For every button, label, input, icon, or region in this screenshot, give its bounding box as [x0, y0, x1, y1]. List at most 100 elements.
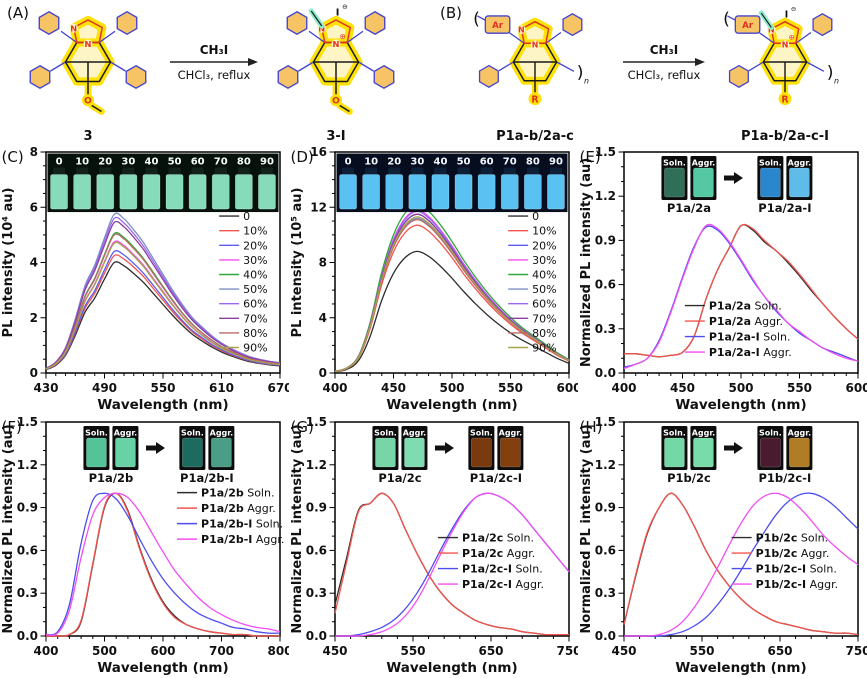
y-tick-label: 0: [319, 366, 327, 380]
x-tick-label: 500: [439, 381, 464, 395]
phenyl-ring: [38, 10, 60, 36]
series-line-p1b-2c-aggr-: [623, 492, 859, 636]
y-tick-label: 1.2: [595, 189, 616, 203]
axes: 430 490 550 610 670 0 2 4 6 8: [30, 145, 289, 395]
legend-label: 20%: [243, 239, 267, 252]
series-group: [45, 212, 281, 371]
legend-label: 0: [532, 210, 539, 223]
y-axis-title: Normalized PL intensity (au): [579, 158, 594, 367]
legend-label: 20%: [532, 239, 556, 252]
o-atom: O: [332, 96, 340, 106]
vial-liquid: [50, 174, 68, 210]
product-structure: NNI⊖⊕O: [277, 3, 395, 115]
charts-row-2: 400 500 600 700 800 0.0 0.3 0.6 0.9 1.2 1.5 Wavelen…: [0, 415, 867, 678]
photo-strip-inset: 0 10 20 30 40 50 60 70 80 90: [47, 153, 279, 213]
panel-letter: (E): [580, 148, 601, 166]
atom-halo: [83, 39, 93, 49]
y-tick-label: 0.9: [17, 501, 38, 515]
x-tick-label: 550: [400, 644, 425, 658]
series-line-90-: [45, 241, 281, 370]
vial-liquid: [664, 437, 685, 468]
series-line-p1a-2b-aggr-: [45, 492, 280, 637]
n-atom: N: [532, 41, 539, 50]
ar-group: [734, 15, 761, 34]
iodide-counterion: I: [785, 9, 788, 20]
polymer-bracket-open: (: [473, 10, 480, 30]
scheme-panel-b: (B) Ar() n N N R Ar() n N N I ⊖ ⊕ R CH₃I CHCl₃, reflux…: [433, 0, 867, 145]
reagent-label: CH₃I: [650, 43, 679, 57]
minus-charge-icon: ⊖: [791, 5, 796, 13]
y-tick-label: 1.5: [17, 415, 38, 429]
legend-label: 80%: [243, 327, 267, 340]
y-tick-label: 1.2: [306, 458, 327, 472]
aryl-bond: [795, 31, 812, 44]
iodide-counterion: I: [336, 7, 340, 18]
methyl-bond: [339, 104, 350, 113]
vial-cap: [122, 167, 135, 176]
x-tick-label: 450: [381, 381, 406, 395]
series-group: [334, 492, 570, 637]
vial-liquid: [477, 174, 496, 210]
y-tick-label: 0.0: [595, 629, 616, 643]
vial-liquid: [693, 437, 714, 468]
vial-liquid: [211, 437, 232, 468]
series-group: [334, 203, 570, 373]
panel-h-cell: 450 550 650 750 0.0 0.3 0.6 0.9 1.2 1.5 Wavelength…: [578, 415, 867, 678]
legend-label: 60%: [243, 298, 267, 311]
vial-state-label: Soln.: [759, 159, 782, 168]
arrow-icon: [434, 442, 454, 454]
vial-number-label: 80: [526, 157, 540, 168]
vial-caption: P1b/2c-I: [759, 471, 812, 485]
r-glow: [528, 92, 542, 106]
series-group: [45, 492, 281, 637]
vial-number-label: 60: [480, 157, 494, 168]
reactant-structure: NN O: [29, 10, 147, 115]
axes: 450 550 650 750 0.0 0.3 0.6 0.9 1.2 1.5: [595, 415, 867, 658]
vial-caption: P1a/2a-I: [758, 201, 811, 215]
vial-caption: P1a/2c: [378, 471, 421, 485]
core-fusion-bonds: [65, 61, 111, 82]
phenyl-ring: [29, 64, 51, 90]
vial-liquid: [454, 174, 473, 210]
vial-cap: [411, 167, 424, 176]
x-tick-label: 750: [556, 644, 578, 658]
conditions-label: CHCl₃, reflux: [178, 68, 251, 82]
legend-label: 80%: [532, 327, 556, 340]
series-line-p1a-2c-aggr-: [334, 492, 569, 636]
n-atom: N: [768, 25, 775, 34]
vial-cap: [388, 167, 401, 176]
vial-cap: [214, 167, 227, 176]
vial-cap: [549, 167, 562, 176]
series-line-70-: [45, 220, 281, 370]
series-line-0: [334, 250, 570, 373]
aryl-bond: [110, 61, 126, 72]
repeat-unit-n: n: [834, 77, 839, 86]
x-tick-label: 650: [767, 644, 792, 658]
series-line-80-: [45, 233, 281, 370]
x-axis-title: Wavelength (nm): [386, 660, 517, 676]
polymer-bracket-open: (: [723, 10, 730, 30]
legend-label: 40%: [243, 268, 267, 281]
chart-g: 450 550 650 750 0.0 0.3 0.6 0.9 1.2 1.5 Wavelength…: [290, 415, 578, 676]
o-atom: O: [84, 96, 92, 106]
chart-h: 450 550 650 750 0.0 0.3 0.6 0.9 1.2 1.5 Wavelength…: [579, 415, 867, 676]
x-tick-label: 430: [33, 381, 58, 395]
x-tick-label: 400: [611, 381, 636, 395]
panel-letter: (D): [291, 148, 314, 166]
x-tick-label: 750: [845, 644, 867, 658]
panel-d-cell: 400 450 500 550 600 0 4 8 12 16 Wavelength (nm) PL …: [289, 145, 578, 415]
x-tick-label: 550: [150, 381, 175, 395]
legend: 0 10%20% 30%40% 50% 60%70% 80%90%: [508, 210, 557, 354]
vial-number-label: 60: [191, 157, 205, 168]
vial-cap: [342, 167, 355, 176]
phenyl-ring: [478, 64, 499, 88]
vial-number-label: 40: [433, 157, 447, 168]
aryl-bond: [508, 31, 525, 44]
n-atom: N: [782, 41, 789, 50]
vial-number-label: 90: [260, 157, 274, 168]
